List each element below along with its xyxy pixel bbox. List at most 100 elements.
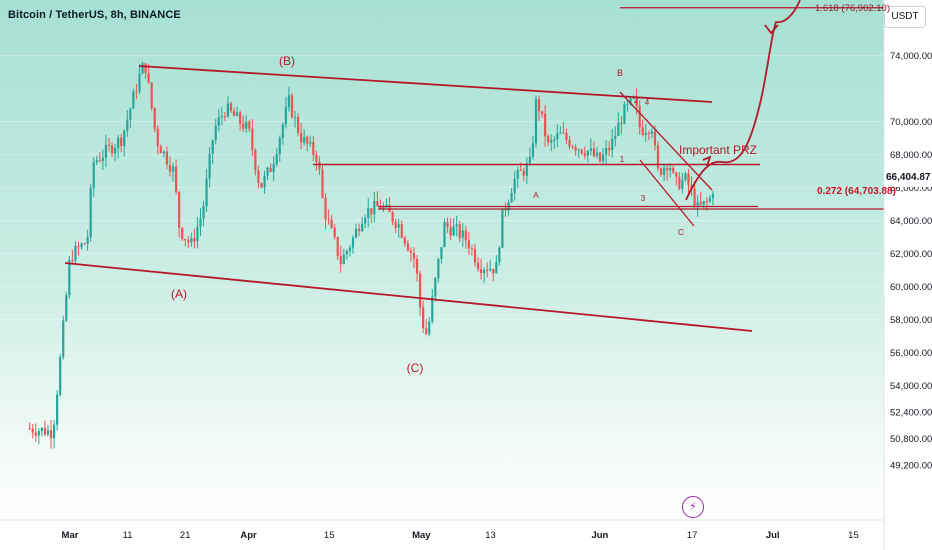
price-axis-panel[interactable] <box>884 0 932 550</box>
candle-body <box>153 108 156 129</box>
candle-body <box>357 228 361 232</box>
candle-body <box>400 224 403 238</box>
y-tick-label: 56,000.00 <box>890 348 932 359</box>
candle-body <box>110 145 114 154</box>
candle-body <box>641 127 644 135</box>
candle-body <box>397 224 400 228</box>
candle-body <box>345 250 348 255</box>
candle-body <box>92 162 95 188</box>
candle-body <box>659 168 663 175</box>
candle-body <box>470 248 474 250</box>
wave-label-a: (A) <box>171 287 187 301</box>
candle-body <box>458 224 461 238</box>
plot-background <box>0 0 884 520</box>
lightning-icon[interactable]: ⚡ <box>682 496 704 518</box>
candle-body <box>95 160 98 163</box>
candle-body <box>647 132 650 134</box>
candle-body <box>37 431 40 436</box>
candle-body <box>620 122 623 124</box>
candle-body <box>422 307 425 329</box>
projection-path <box>685 0 801 201</box>
candle-body <box>379 206 382 209</box>
candle-body <box>306 136 309 144</box>
candle-body <box>373 200 376 215</box>
candle-body <box>556 133 559 140</box>
candle-body <box>312 141 315 155</box>
candle-body <box>614 135 617 139</box>
candle-body <box>309 141 312 144</box>
candle-body <box>318 161 321 170</box>
candle-body <box>476 262 480 270</box>
candle-body <box>483 269 486 273</box>
candle-body <box>675 172 678 177</box>
candle-body <box>586 150 589 156</box>
candle-body <box>62 320 65 358</box>
candle-body <box>211 140 214 154</box>
candle-body <box>644 132 647 135</box>
sub-wave-b: B <box>617 68 623 78</box>
candle-body <box>56 394 59 425</box>
candle-body <box>571 146 574 148</box>
candle-body <box>550 140 553 143</box>
candles <box>28 61 714 449</box>
x-tick-label: 11 <box>123 530 133 541</box>
candle-body <box>519 169 522 171</box>
candle-body <box>361 223 364 232</box>
candle-body <box>425 328 428 334</box>
y-tick-label: 54,000.00 <box>890 381 932 392</box>
candle-body <box>406 243 409 251</box>
candle-body <box>461 230 464 238</box>
candle-body <box>300 132 303 143</box>
candle-body <box>653 131 657 146</box>
candle-body <box>132 91 135 109</box>
y-tick-label: 66,000.00 <box>890 183 932 194</box>
currency-button[interactable]: USDT <box>884 6 926 28</box>
candle-body <box>171 166 175 172</box>
candle-body <box>577 149 580 151</box>
candle-body <box>565 133 568 140</box>
candle-body <box>74 246 77 261</box>
candle-body <box>415 258 419 274</box>
chart-title: Bitcoin / TetherUS, 8h, BINANCE <box>8 9 181 21</box>
candle-body <box>275 154 278 164</box>
candle-body <box>464 230 467 241</box>
candle-body <box>583 153 586 156</box>
candle-body <box>449 226 452 236</box>
candle-body <box>46 430 50 435</box>
micro-3: 3 <box>641 194 646 203</box>
candle-body <box>574 147 577 151</box>
candle-body <box>418 273 422 308</box>
important-prz-label: Important PRZ <box>679 143 757 157</box>
candle-body <box>376 200 379 207</box>
candle-body <box>242 123 245 129</box>
candle-body <box>123 130 126 146</box>
candle-body <box>501 208 504 248</box>
candle-body <box>498 247 501 263</box>
candle-body <box>239 112 242 124</box>
candle-body <box>120 137 123 146</box>
candle-body <box>71 259 74 261</box>
candle-body <box>281 124 284 138</box>
time-axis-panel[interactable] <box>0 520 884 550</box>
candle-body <box>562 132 565 134</box>
y-tick-label: 60,000.00 <box>890 282 932 293</box>
candle-body <box>486 269 489 271</box>
fib-level-label: 0.272 (64,703.88) <box>817 186 896 197</box>
candle-body <box>52 424 56 439</box>
candle-body <box>287 95 291 108</box>
candle-body <box>254 149 257 171</box>
candle-body <box>626 103 629 105</box>
candle-body <box>333 227 336 238</box>
candle-body <box>342 254 345 265</box>
candle-body <box>589 148 592 151</box>
candle-body <box>598 152 602 162</box>
candle-body <box>696 202 699 207</box>
candle-body <box>662 167 666 175</box>
candle-body <box>284 107 287 125</box>
candle-body <box>193 238 196 242</box>
candle-body <box>232 110 236 116</box>
candle-body <box>147 73 150 83</box>
candle-body <box>327 219 330 221</box>
